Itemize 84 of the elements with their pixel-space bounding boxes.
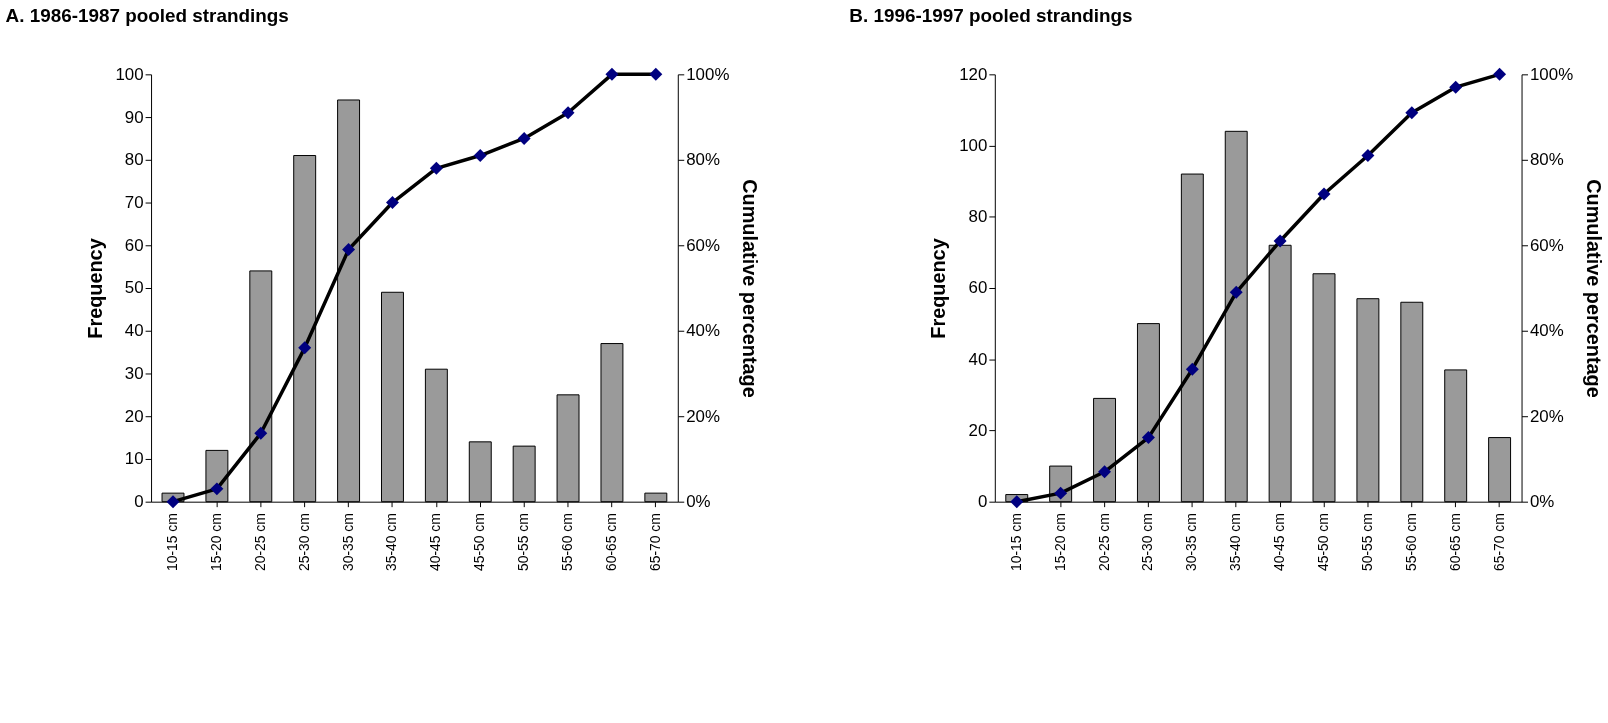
x-tick-label: 35-40 cm [1227,513,1244,572]
y2-tick-label: 60% [686,235,721,255]
y-tick-label: 10 [124,449,144,469]
y2-tick-label: 100% [686,64,730,84]
y-tick-label: 0 [134,492,144,512]
y-tick-label: 80 [968,207,988,227]
y-axis-title: Frequency [83,238,106,339]
point [1185,362,1199,376]
y2-tick-label: 80% [1529,150,1564,170]
y-tick-label: 70 [124,193,144,212]
y2-tick-label: 60% [1529,235,1564,255]
y-tick-label: 0 [977,492,988,512]
x-tick-label: 10-15 cm [1007,513,1024,572]
chart-title: B. 1996-1997 pooled strandings [849,4,1133,26]
x-tick-label: 55-60 cm [559,513,576,572]
point [473,149,487,163]
point [1141,431,1155,445]
x-tick-label: 55-60 cm [1402,513,1419,572]
point [649,67,663,81]
x-tick-label: 60-65 cm [602,513,619,572]
y-tick-label: 40 [124,321,144,341]
point [1449,80,1463,94]
y-tick-label: 120 [959,64,988,84]
point [1098,465,1112,479]
x-tick-label: 25-30 cm [295,513,312,572]
point [210,482,224,496]
point [561,106,575,120]
x-tick-label: 30-35 cm [1183,513,1200,572]
y2-tick-label: 0% [1529,492,1555,512]
x-tick-label: 25-30 cm [1139,513,1156,572]
y-tick-label: 20 [968,420,988,440]
y-tick-label: 60 [124,235,144,255]
y-tick-label: 90 [124,107,144,127]
point [605,67,619,81]
x-tick-label: 40-45 cm [427,513,444,572]
point [1054,486,1068,500]
y-tick-label: 30 [124,363,144,383]
x-tick-label: 30-35 cm [339,513,356,572]
x-tick-label: 20-25 cm [1095,513,1112,572]
y-tick-label: 20 [124,406,144,426]
point [1493,67,1507,81]
y2-tick-label: 100% [1529,64,1574,84]
point [517,131,531,145]
y-tick-label: 60 [968,278,988,298]
point [254,426,268,440]
point [1361,149,1375,163]
y-tick-label: 40 [968,349,988,369]
y-tick-label: 100 [115,64,144,84]
x-tick-label: 50-55 cm [1358,513,1375,572]
x-tick-label: 65-70 cm [646,513,663,572]
x-tick-label: 60-65 cm [1446,513,1463,572]
chart-title: A. 1986-1987 pooled strandings [5,4,289,26]
x-tick-label: 10-15 cm [163,513,180,572]
y-axis-title: Frequency [927,238,950,339]
point [1317,187,1331,201]
point [298,341,312,355]
x-tick-label: 65-70 cm [1490,513,1507,572]
x-tick-label: 40-45 cm [1271,513,1288,572]
x-tick-label: 20-25 cm [251,513,268,572]
x-tick-label: 15-20 cm [207,513,224,572]
y2-tick-label: 20% [1529,406,1564,426]
point [1405,106,1419,120]
y2-tick-label: 0% [686,492,711,512]
x-tick-label: 45-50 cm [1314,513,1331,572]
y-tick-label: 50 [124,278,144,298]
point [386,196,399,210]
y2-tick-label: 20% [686,406,721,426]
y-tick-label: 100 [959,136,988,156]
y2-tick-label: 80% [686,150,721,170]
y2-axis-title: Cumulative percentage [1583,179,1606,398]
point [1273,234,1287,248]
x-tick-label: 50-55 cm [515,513,532,572]
y2-tick-label: 40% [1529,321,1564,341]
y2-tick-label: 40% [686,321,721,341]
x-tick-label: 35-40 cm [383,513,400,572]
y2-axis-title: Cumulative percentage [739,179,762,398]
point [1010,495,1024,509]
y-tick-label: 80 [124,150,144,170]
point [166,495,180,509]
x-tick-label: 45-50 cm [471,513,488,572]
point [1229,285,1243,299]
x-tick-label: 15-20 cm [1051,513,1068,572]
point [342,243,356,257]
point [429,161,443,175]
